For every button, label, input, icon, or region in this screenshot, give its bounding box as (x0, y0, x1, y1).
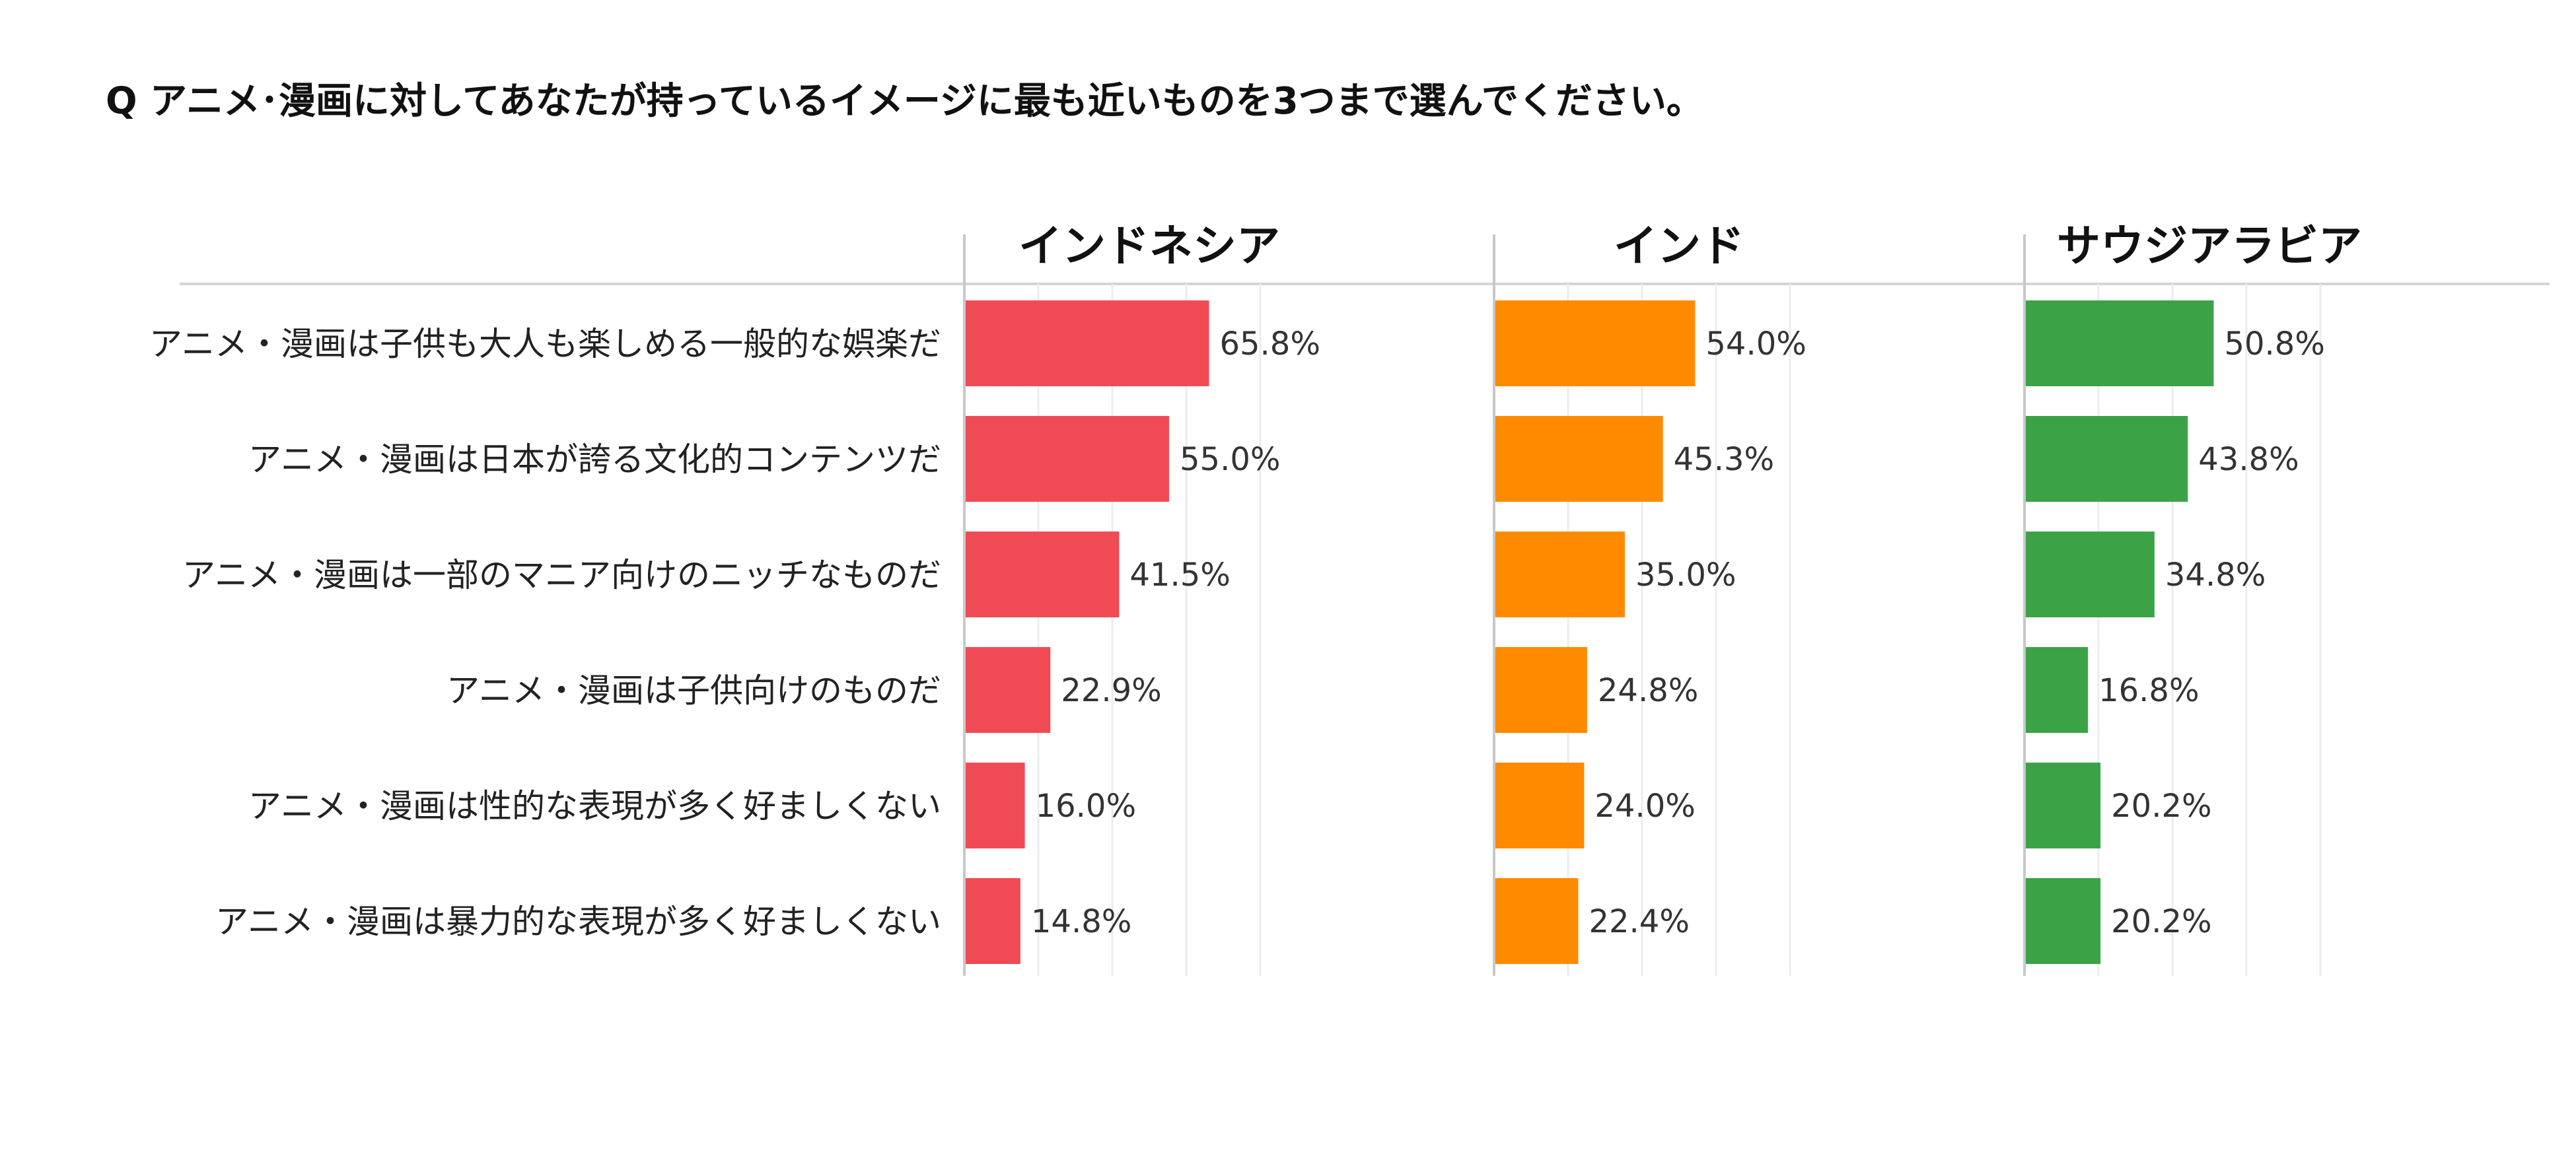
value-label: 20.2% (2111, 788, 2211, 825)
value-label: 24.0% (1594, 788, 1695, 825)
bar (2026, 647, 2089, 733)
value-label: 14.8% (1031, 903, 1131, 940)
panel-title: インドネシア (1019, 221, 1280, 271)
bar (966, 300, 1209, 386)
value-label: 41.5% (1129, 557, 1230, 594)
category-label: アニメ・漫画は性的な表現が多く好ましくない (248, 787, 941, 825)
bar (2026, 300, 2214, 386)
value-label: 22.9% (1061, 672, 1161, 709)
value-label: 45.3% (1674, 441, 1774, 478)
bar (966, 416, 1169, 502)
category-label: アニメ・漫画は暴力的な表現が多く好ましくない (215, 903, 941, 941)
bar (2026, 763, 2101, 848)
bar (2026, 532, 2155, 617)
value-label: 22.4% (1589, 903, 1689, 940)
category-label: アニメ・漫画は子供向けのものだ (447, 671, 941, 710)
value-label: 16.8% (2098, 672, 2199, 709)
bar (966, 532, 1120, 617)
panel-2: インド 54.0% 45.3% 35.0% 24.8% 24.0% 22.4% (1493, 221, 1807, 976)
value-label: 65.8% (1219, 326, 1320, 362)
value-label: 35.0% (1635, 557, 1736, 594)
bar (1495, 878, 1579, 964)
panel-title: インド (1614, 221, 1744, 271)
question-title: Q アニメ･漫画に対してあなたが持っているイメージに最も近いものを3つまで選んで… (106, 80, 1703, 123)
value-label: 43.8% (2198, 441, 2299, 478)
bar (1495, 416, 1663, 502)
bar (2026, 416, 2188, 502)
bar (966, 763, 1025, 848)
category-label: アニメ・漫画は一部のマニア向けのニッチなものだ (182, 556, 941, 594)
panel-1: インドネシア 65.8% 55.0% 41.5% 22.9% 16.0% 14.8% (963, 221, 1320, 976)
category-label: アニメ・漫画は子供も大人も楽しめる一般的な娯楽だ (149, 325, 941, 363)
value-label: 50.8% (2224, 326, 2324, 362)
bar (966, 878, 1020, 964)
value-label: 16.0% (1036, 788, 1136, 825)
bar (966, 647, 1051, 733)
bar (1495, 532, 1625, 617)
panel-3: サウジアラビア 50.8% 43.8% 34.8% 16.8% 20.2% 20.2% (2023, 221, 2362, 976)
value-label: 55.0% (1180, 441, 1280, 478)
value-label: 20.2% (2111, 903, 2211, 940)
bar (2026, 878, 2101, 964)
chart-panels: アニメ・漫画は子供も大人も楽しめる一般的な娯楽だアニメ・漫画は日本が誇る文化的コ… (149, 221, 2550, 976)
panel-title: サウジアラビア (2057, 221, 2362, 271)
category-label: アニメ・漫画は日本が誇る文化的コンテンツだ (248, 440, 941, 479)
value-label: 54.0% (1705, 326, 1806, 362)
bar (1495, 647, 1587, 733)
bar (1495, 300, 1696, 386)
bar (1495, 763, 1585, 848)
value-label: 24.8% (1598, 672, 1698, 709)
value-label: 34.8% (2165, 557, 2266, 594)
